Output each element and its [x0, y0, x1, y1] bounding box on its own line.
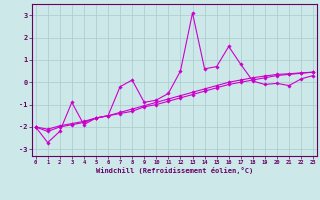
X-axis label: Windchill (Refroidissement éolien,°C): Windchill (Refroidissement éolien,°C)	[96, 167, 253, 174]
